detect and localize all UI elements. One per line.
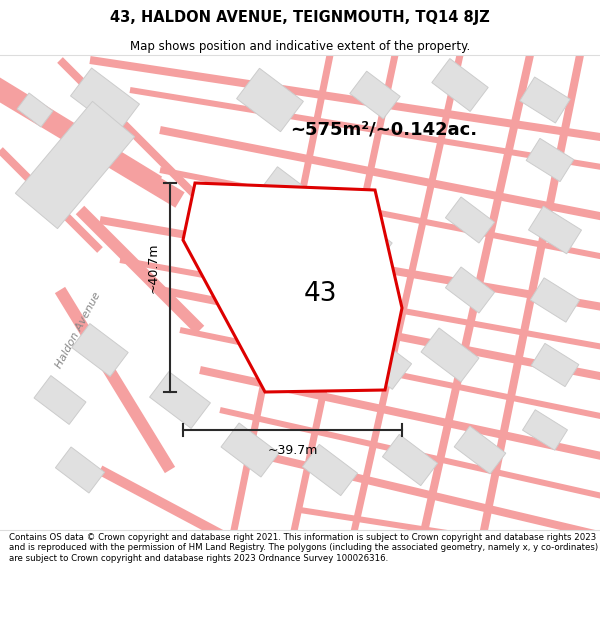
Polygon shape (57, 57, 203, 203)
Polygon shape (16, 101, 134, 229)
Polygon shape (159, 286, 600, 384)
Polygon shape (523, 410, 568, 450)
Text: 43: 43 (304, 281, 338, 307)
Polygon shape (199, 366, 600, 464)
Polygon shape (55, 287, 175, 473)
Polygon shape (98, 466, 253, 554)
Polygon shape (382, 434, 437, 486)
Polygon shape (55, 447, 104, 493)
Text: Haldon Avenue: Haldon Avenue (53, 290, 103, 370)
Polygon shape (257, 324, 322, 386)
Polygon shape (149, 372, 211, 428)
Polygon shape (296, 253, 364, 317)
Polygon shape (328, 210, 392, 270)
Polygon shape (0, 67, 162, 183)
Polygon shape (416, 54, 534, 551)
Text: 43, HALDON AVENUE, TEIGNMOUTH, TQ14 8JZ: 43, HALDON AVENUE, TEIGNMOUTH, TQ14 8JZ (110, 10, 490, 25)
Polygon shape (17, 93, 53, 127)
Polygon shape (445, 197, 494, 243)
Text: ~575m²/~0.142ac.: ~575m²/~0.142ac. (290, 121, 477, 139)
Polygon shape (520, 77, 570, 123)
Polygon shape (454, 426, 506, 474)
Polygon shape (432, 59, 488, 111)
Polygon shape (0, 72, 185, 208)
Polygon shape (529, 206, 581, 254)
Polygon shape (445, 267, 494, 313)
Polygon shape (476, 54, 584, 551)
Polygon shape (130, 87, 600, 173)
Polygon shape (531, 343, 579, 387)
Polygon shape (530, 278, 580, 322)
Polygon shape (227, 54, 334, 551)
Text: Map shows position and indicative extent of the property.: Map shows position and indicative extent… (130, 39, 470, 52)
Polygon shape (526, 138, 574, 182)
Polygon shape (160, 167, 600, 263)
Polygon shape (302, 444, 358, 496)
Polygon shape (76, 206, 204, 334)
Text: Contains OS data © Crown copyright and database right 2021. This information is : Contains OS data © Crown copyright and d… (9, 533, 598, 562)
Polygon shape (254, 167, 325, 233)
Polygon shape (159, 126, 600, 224)
Polygon shape (183, 183, 402, 392)
Polygon shape (349, 331, 412, 389)
Polygon shape (100, 216, 600, 314)
Polygon shape (421, 328, 479, 382)
Polygon shape (220, 407, 600, 503)
Polygon shape (34, 376, 86, 424)
Polygon shape (299, 507, 600, 563)
Polygon shape (350, 71, 400, 119)
Text: ~40.7m: ~40.7m (147, 242, 160, 292)
Polygon shape (239, 446, 600, 544)
Text: ~39.7m: ~39.7m (268, 444, 317, 457)
Polygon shape (0, 147, 103, 253)
Polygon shape (71, 68, 139, 132)
Polygon shape (221, 423, 279, 477)
Polygon shape (119, 257, 600, 353)
Polygon shape (72, 324, 128, 376)
Polygon shape (179, 327, 600, 423)
Polygon shape (89, 56, 600, 144)
Polygon shape (236, 68, 304, 132)
Polygon shape (347, 54, 463, 551)
Polygon shape (287, 54, 398, 551)
